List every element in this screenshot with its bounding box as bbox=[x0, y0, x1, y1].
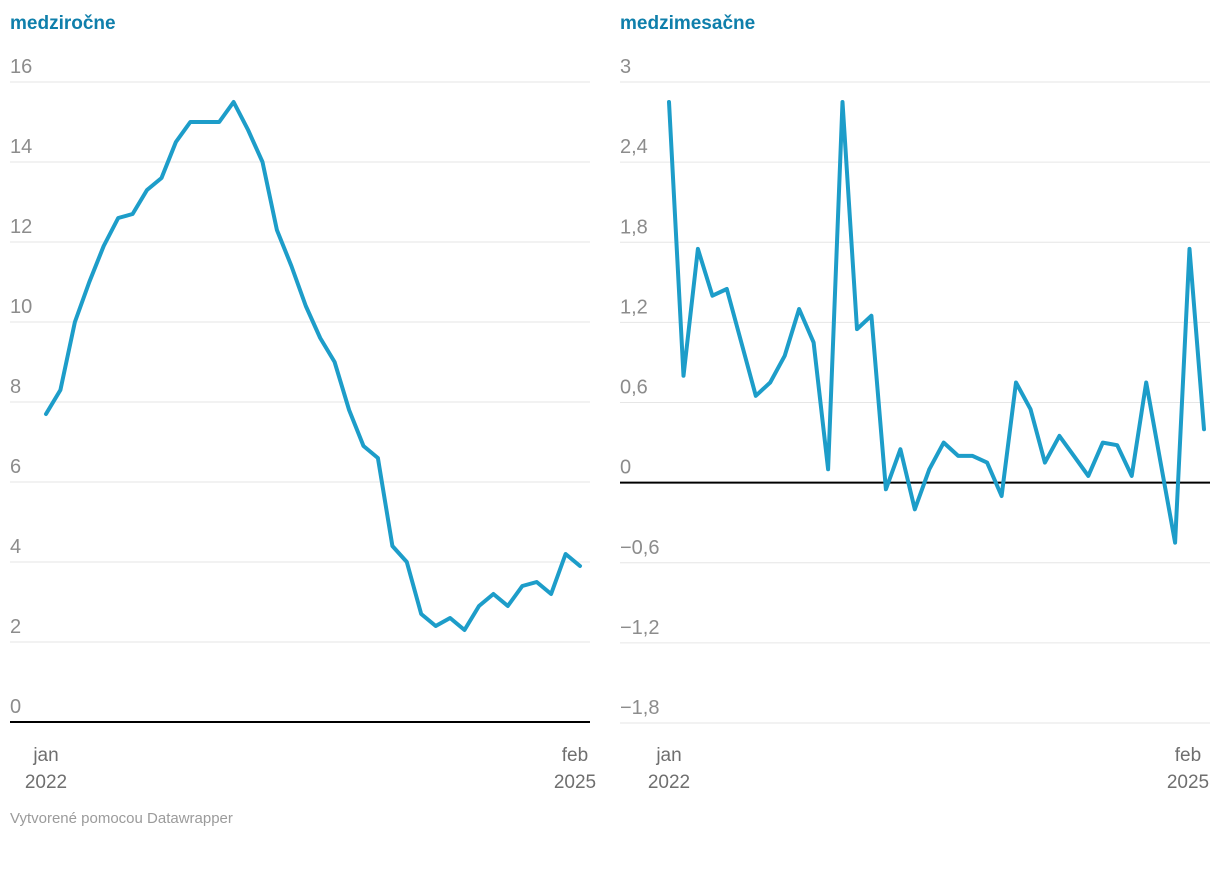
y-tick-label: 12 bbox=[10, 216, 32, 238]
y-tick-label: 3 bbox=[620, 56, 631, 78]
chart-title-month-over-month: medzimesačne bbox=[620, 13, 756, 34]
y-tick-label: −1,2 bbox=[620, 617, 659, 639]
x-label-year: 2022 bbox=[647, 772, 691, 793]
x-axis-label-end: feb 2025 bbox=[1150, 742, 1220, 796]
y-tick-label: 14 bbox=[10, 136, 32, 158]
x-label-year: 2022 bbox=[24, 772, 68, 793]
y-tick-label: −1,8 bbox=[620, 697, 659, 719]
y-tick-label: 16 bbox=[10, 56, 32, 78]
y-tick-label: −0,6 bbox=[620, 537, 659, 559]
x-axis-label-start: jan 2022 bbox=[631, 742, 707, 796]
x-axis-label-start: jan 2022 bbox=[8, 742, 84, 796]
chart-panel-year-over-year: medziročne 16 14 12 10 8 6 4 2 0 jan 2022 feb 20… bbox=[8, 0, 596, 798]
line-chart-month-over-month[interactable]: 3 2,4 1,8 1,2 0,6 0 −0,6 −1,2 −1,8 bbox=[620, 50, 1210, 740]
y-tick-label: 0 bbox=[10, 696, 21, 718]
y-tick-label: 1,2 bbox=[620, 296, 648, 318]
y-tick-label: 6 bbox=[10, 456, 21, 478]
x-axis-mom: jan 2022 feb 2025 bbox=[620, 740, 1210, 798]
chart-panel-month-over-month: medzimesačne 3 2,4 1,8 1,2 0,6 0 −0,6 −1,2 −1,8 … bbox=[620, 0, 1210, 798]
x-label-year: 2025 bbox=[553, 772, 597, 793]
data-line[interactable] bbox=[44, 100, 582, 632]
x-axis-yoy: jan 2022 feb 2025 bbox=[8, 740, 596, 798]
chart-title-year-over-year: medziročne bbox=[10, 13, 116, 34]
x-label-month: feb bbox=[561, 745, 589, 766]
y-tick-label: 10 bbox=[10, 296, 32, 318]
y-tick-label: 0 bbox=[620, 457, 631, 479]
y-tick-label: 0,6 bbox=[620, 377, 648, 399]
x-label-month: jan bbox=[656, 745, 682, 766]
x-label-month: jan bbox=[33, 745, 59, 766]
x-label-month: feb bbox=[1174, 745, 1202, 766]
datawrapper-attribution[interactable]: Vytvorené pomocou Datawrapper bbox=[10, 810, 233, 827]
y-tick-label: 1,8 bbox=[620, 216, 648, 238]
x-label-year: 2025 bbox=[1166, 772, 1210, 793]
chart-figure: medziročne 16 14 12 10 8 6 4 2 0 jan 2022 feb 20… bbox=[8, 0, 1210, 827]
charts-row: medziročne 16 14 12 10 8 6 4 2 0 jan 2022 feb 20… bbox=[8, 0, 1210, 798]
y-tick-label: 4 bbox=[10, 536, 21, 558]
line-chart-year-over-year[interactable]: 16 14 12 10 8 6 4 2 0 bbox=[10, 50, 590, 740]
data-line[interactable] bbox=[667, 100, 1206, 545]
y-tick-label: 2 bbox=[10, 616, 21, 638]
y-tick-label: 2,4 bbox=[620, 136, 648, 158]
y-tick-label: 8 bbox=[10, 376, 21, 398]
x-axis-label-end: feb 2025 bbox=[537, 742, 613, 796]
